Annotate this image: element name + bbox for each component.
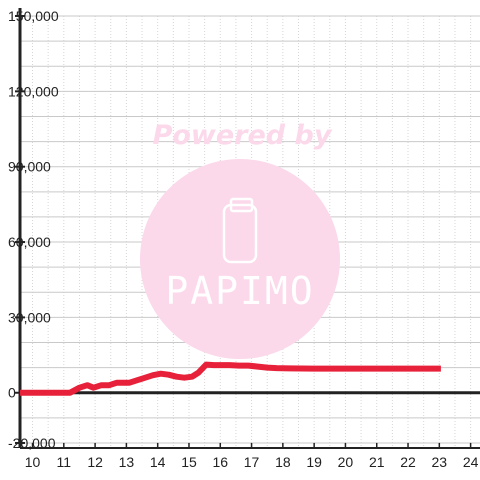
x-tick-label: 19 <box>306 454 322 470</box>
x-tick-label: 17 <box>244 454 260 470</box>
x-tick-label: 24 <box>463 454 479 470</box>
y-tick-label: 0 <box>8 385 16 401</box>
watermark: Powered by PAPIMO <box>140 120 340 359</box>
x-tick-label: 13 <box>119 454 135 470</box>
x-tick-label: 16 <box>212 454 228 470</box>
y-tick-label: -20,000 <box>8 435 56 451</box>
x-tick-label: 11 <box>57 454 72 470</box>
series-line <box>20 361 441 396</box>
x-tick-label: 14 <box>150 454 166 470</box>
series-layer <box>20 361 441 396</box>
watermark-logo: PAPIMO <box>165 269 314 313</box>
axes <box>15 8 480 449</box>
x-tick-label: 23 <box>432 454 448 470</box>
y-tick-label: 150,000 <box>8 8 59 24</box>
y-tick-label: 120,000 <box>8 83 59 99</box>
x-tick-label: 18 <box>275 454 291 470</box>
phone-icon <box>222 197 258 264</box>
watermark-text: Powered by <box>153 120 333 151</box>
y-tick-label: 90,000 <box>8 159 51 175</box>
tick-labels: 150,000 120,000 90,000 60,000 30,000 0 -20,000… <box>8 8 479 470</box>
x-tick-label: 20 <box>338 454 354 470</box>
x-tick-label: 21 <box>369 454 385 470</box>
x-tick-label: 15 <box>181 454 197 470</box>
x-tick-label: 12 <box>87 454 103 470</box>
y-tick-label: 60,000 <box>8 234 51 250</box>
watermark-circle <box>140 159 340 359</box>
x-tick-label: 10 <box>25 454 41 470</box>
y-tick-label: 30,000 <box>8 309 51 325</box>
x-tick-label: 22 <box>400 454 416 470</box>
